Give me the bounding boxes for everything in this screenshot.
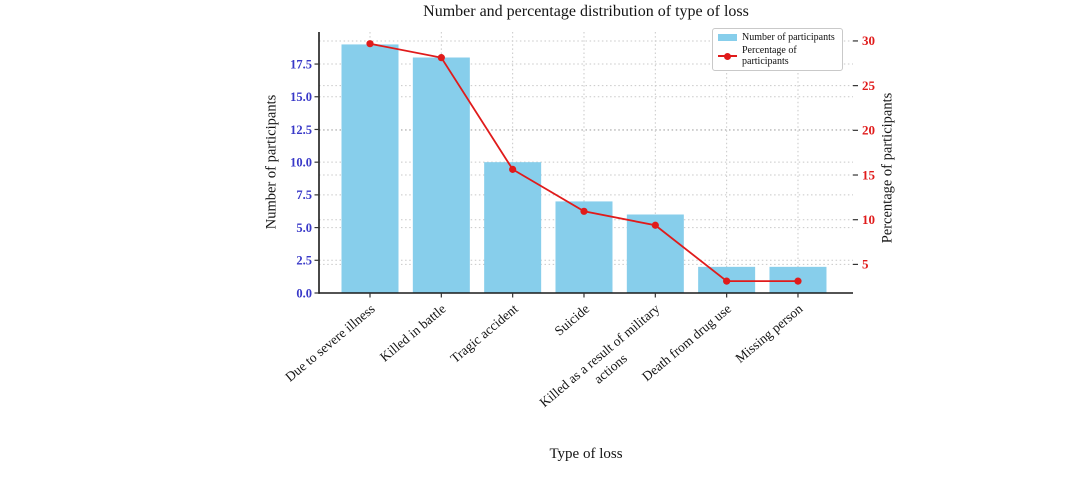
chart-title: Number and percentage distribution of ty…	[423, 3, 749, 20]
line-marker	[366, 40, 374, 48]
bar	[412, 57, 470, 293]
line-marker	[437, 54, 445, 62]
left-tick-label: 17.5	[290, 57, 312, 71]
legend-item-line: Percentage of participants	[718, 45, 837, 67]
bar	[484, 162, 542, 293]
legend-label: Percentage of participants	[742, 45, 797, 67]
left-tick-label: 0.0	[296, 286, 312, 300]
line-swatch-icon	[718, 52, 737, 60]
left-tick-label: 2.5	[296, 254, 312, 268]
left-tick-label: 12.5	[290, 123, 312, 137]
right-tick-label: 30	[862, 33, 875, 48]
x-axis-label: Type of loss	[549, 446, 623, 462]
line-marker	[651, 221, 659, 229]
legend: Number of participants Percentage of par…	[712, 28, 843, 71]
right-tick-label: 10	[862, 212, 875, 227]
left-tick-label: 7.5	[296, 188, 312, 202]
line-marker	[509, 165, 517, 173]
bar-swatch-icon	[718, 34, 737, 41]
left-axis-label: Number of participants	[263, 94, 280, 230]
left-tick-label: 5.0	[296, 221, 312, 235]
right-tick-label: 15	[862, 167, 876, 182]
right-axis-label: Percentage of participants	[879, 92, 896, 244]
line-marker	[723, 277, 731, 285]
right-tick-label: 25	[862, 78, 876, 93]
left-tick-label: 15.0	[290, 90, 312, 104]
bar	[341, 44, 399, 293]
legend-item-bars: Number of participants	[718, 32, 837, 43]
marker-dot-icon	[724, 52, 731, 60]
right-tick-label: 20	[862, 123, 875, 138]
line-marker	[794, 277, 802, 285]
legend-label: Number of participants	[742, 32, 835, 43]
bar	[555, 201, 613, 293]
left-tick-label: 10.0	[290, 155, 312, 169]
right-tick-label: 5	[862, 257, 869, 272]
line-marker	[580, 207, 588, 215]
